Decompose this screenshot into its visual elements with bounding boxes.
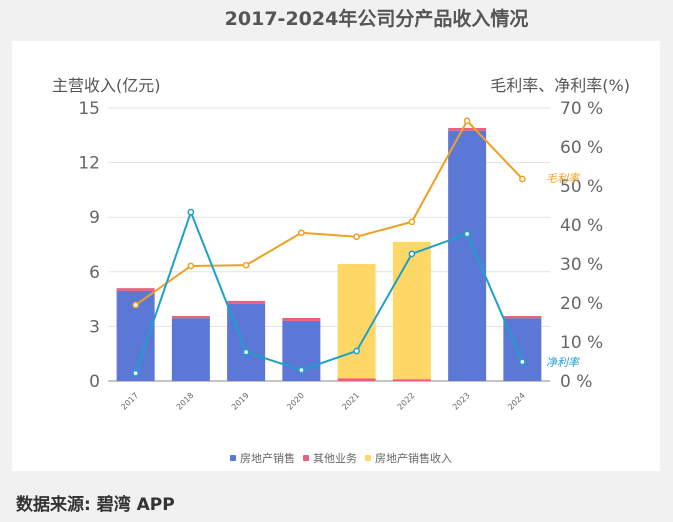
net-margin-line xyxy=(134,209,524,374)
line-point xyxy=(132,369,139,377)
net-margin-label: 净利率 xyxy=(546,356,581,369)
line-point xyxy=(519,175,526,183)
legend-swatch xyxy=(230,455,236,461)
x-tick-label: 2023 xyxy=(451,391,472,412)
x-tick-label: 2018 xyxy=(175,391,196,412)
line-point xyxy=(463,230,471,238)
bar-segment xyxy=(116,288,155,291)
right-axis-label: 毛利率、净利率(%) xyxy=(490,76,630,95)
bar-segment xyxy=(392,379,431,381)
left-tick-label: 6 xyxy=(89,263,100,283)
x-tick-label: 2019 xyxy=(230,391,251,412)
bar-segment xyxy=(448,128,487,131)
data-source: 数据来源: 碧湾 APP xyxy=(16,495,175,515)
bar-segment xyxy=(337,263,376,379)
legend-swatch xyxy=(365,455,371,461)
legend-swatch xyxy=(303,455,309,461)
x-tick-label: 2021 xyxy=(340,391,361,412)
x-tick-label: 2022 xyxy=(396,391,417,412)
line-point xyxy=(187,208,195,216)
left-tick-label: 15 xyxy=(78,99,100,119)
right-tick-label: 0 % xyxy=(560,372,592,392)
gross-margin-line xyxy=(135,119,524,306)
right-tick-label: 30 % xyxy=(560,255,603,275)
line-point xyxy=(353,347,360,355)
line-point xyxy=(187,262,195,270)
bar-segment xyxy=(503,318,542,381)
line-point xyxy=(408,250,416,258)
legend-item[interactable]: 房地产销售收入 xyxy=(375,451,452,465)
right-tick-label: 10 % xyxy=(560,333,603,353)
gross-margin-label: 毛利率 xyxy=(546,172,581,185)
bar-segment xyxy=(337,378,376,381)
legend-item[interactable]: 其他业务 xyxy=(313,452,357,465)
line-point xyxy=(242,348,250,356)
right-tick-label: 50 % xyxy=(560,177,603,197)
left-tick-label: 12 xyxy=(78,154,100,174)
right-tick-label: 40 % xyxy=(560,216,603,236)
chart-panel: 主营收入(亿元) 毛利率、净利率(%) 0 3 6 9 12 15 0 % 10 % 20 % 30 … xyxy=(12,41,660,471)
line-point xyxy=(519,358,526,366)
line-point xyxy=(132,301,139,309)
bar-segment xyxy=(171,318,210,381)
left-tick-label: 9 xyxy=(89,208,100,228)
right-tick-label: 20 % xyxy=(560,294,603,314)
right-tick-label: 60 % xyxy=(560,138,603,158)
bar-segment xyxy=(282,318,321,321)
bar-segment xyxy=(503,316,542,319)
bar-segment xyxy=(448,130,487,381)
bar-segment xyxy=(227,303,266,381)
left-axis-label: 主营收入(亿元) xyxy=(52,76,161,95)
line-point xyxy=(298,366,305,374)
x-tick-label: 2017 xyxy=(119,391,140,412)
line-point xyxy=(298,229,305,237)
legend-item[interactable]: 房地产销售 xyxy=(240,451,295,465)
left-tick-label: 3 xyxy=(89,317,100,337)
line-point xyxy=(408,218,416,226)
bar-segment xyxy=(392,241,431,380)
combo-chart: 主营收入(亿元) 毛利率、净利率(%) 0 3 6 9 12 15 0 % 10 % 20 % 30 … xyxy=(52,76,630,465)
chart-title: 2017-2024年公司分产品收入情况 xyxy=(224,8,529,30)
bar-segment xyxy=(227,300,266,304)
x-tick-label: 2020 xyxy=(285,391,306,412)
line-point xyxy=(353,233,360,241)
line-point xyxy=(242,261,250,269)
x-tick-label: 2024 xyxy=(506,391,527,412)
bar-segment xyxy=(171,316,210,319)
left-tick-label: 0 xyxy=(89,372,100,392)
right-tick-label: 70 % xyxy=(560,99,603,119)
line-point xyxy=(463,117,471,125)
